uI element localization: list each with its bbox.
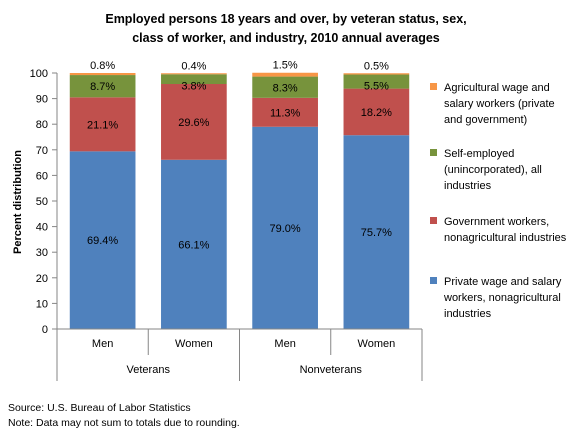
data-label: 29.6% [178,117,209,129]
legend-label: industries [444,308,492,320]
x-category-label: Men [92,338,113,350]
y-tick-label: 0 [42,324,48,336]
rounding-note: Note: Data may not sum to totals due to … [8,417,240,429]
x-category-label: Men [274,338,295,350]
chart-title-line: class of worker, and industry, 2010 annu… [132,31,440,45]
legend-label: Government workers, [444,216,549,228]
legend-swatch [430,277,437,284]
bar-segment [343,74,410,89]
data-label: 3.8% [181,80,206,92]
data-label: 8.3% [273,83,298,95]
data-label: 5.5% [364,81,389,93]
y-axis-ticks: 0 10 20 30 40 50 60 70 80 90 100 [30,68,58,336]
legend-swatch [430,83,437,90]
bar-segment [252,72,318,77]
y-tick-label: 90 [36,94,48,106]
legend: Agricultural wage and salary workers (pri… [430,82,567,320]
bar-segment [343,135,410,329]
bar-segment [252,126,318,329]
y-tick-label: 10 [36,298,48,310]
legend-label: Private wage and salary [444,276,562,288]
data-label: 66.1% [178,239,209,251]
data-label: 69.4% [87,235,118,247]
bar-segment [161,74,227,85]
bar-segment [343,73,410,75]
bar-segment [69,151,136,329]
legend-label: nonagricultural industries [444,232,567,244]
y-axis-label: Percent distribution [12,150,24,254]
bar-segment [161,159,227,329]
bar-segment [69,75,136,98]
data-label: 21.1% [87,119,118,131]
data-label: 75.7% [361,227,392,239]
data-label: 8.7% [90,81,115,93]
bar-segment [252,76,318,98]
legend-label: workers, nonagricultural [443,292,561,304]
data-label: 0.5% [364,60,389,72]
x-category-label: Women [175,338,213,350]
x-group-label: Nonveterans [300,364,363,376]
data-label: 18.2% [361,107,392,119]
legend-label: industries [444,180,492,192]
legend-label: Self-employed [444,148,514,160]
legend-label: salary workers (private [444,98,555,110]
y-tick-label: 60 [36,170,48,182]
y-tick-label: 40 [36,222,48,234]
legend-label: and government) [444,114,527,126]
bar-segment [161,73,227,75]
bar-segment [69,73,136,76]
y-tick-label: 70 [36,145,48,157]
x-category-label: Women [358,338,396,350]
chart-title-line: Employed persons 18 years and over, by v… [105,12,466,26]
source-note: Source: U.S. Bureau of Labor Statistics [8,402,191,414]
data-label: 79.0% [270,223,301,235]
y-tick-label: 20 [36,273,48,285]
bar-segment [252,97,318,127]
data-label: 0.8% [90,60,115,72]
legend-swatch [430,217,437,224]
legend-label: Agricultural wage and [444,82,550,94]
x-group-label: Veterans [127,364,171,376]
data-label: 1.5% [273,60,298,72]
legend-swatch [430,149,437,156]
data-label: 0.4% [181,60,206,72]
bars: 69.4% 21.1% 8.7% 0.8% 66.1% 29.6% 3.8% 0.4% 79.0… [69,60,410,329]
bar-segment [69,97,136,152]
y-tick-label: 30 [36,247,48,259]
chart-title: Employed persons 18 years and over, by v… [105,12,466,45]
y-tick-label: 50 [36,196,48,208]
data-label: 11.3% [270,107,301,119]
legend-label: (unincorporated), all [444,164,542,176]
bar-segment [161,84,227,160]
y-tick-label: 100 [30,68,48,80]
y-tick-label: 80 [36,119,48,131]
x-axis: Men Women Men Women Veterans Nonveterans [56,328,423,381]
bar-segment [343,88,410,136]
